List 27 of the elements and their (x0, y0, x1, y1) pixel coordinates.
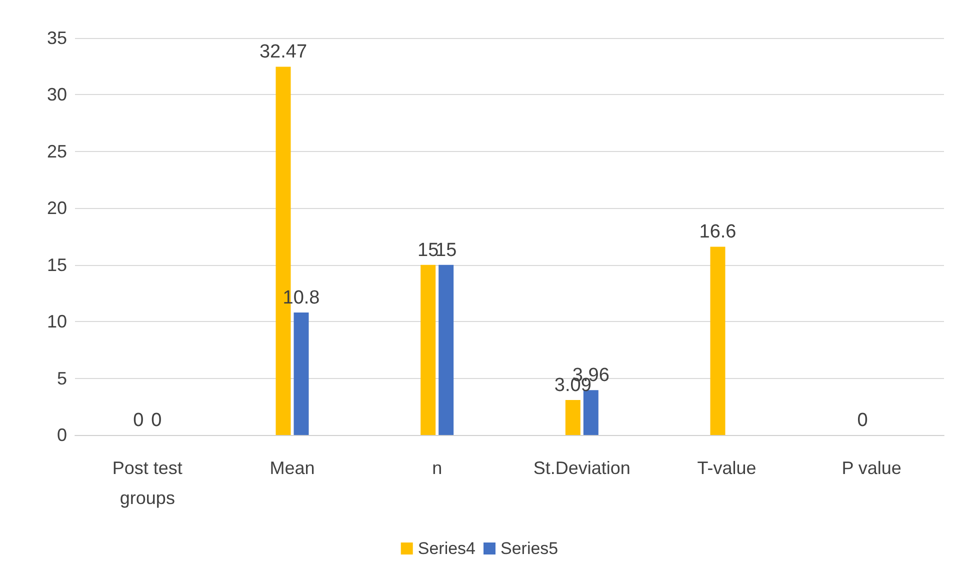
y-tick-label: 25 (46, 141, 67, 162)
data-label: 0 (857, 410, 868, 431)
bar (710, 246, 726, 435)
x-tick-label: Post test groups (112, 458, 182, 508)
y-tick-label: 30 (46, 84, 67, 105)
data-label: 32.47 (259, 42, 308, 63)
y-tick-label: 15 (46, 254, 67, 275)
y-tick-label: 5 (56, 368, 67, 388)
data-label: 0 (151, 410, 162, 431)
y-tick-label: 10 (46, 312, 67, 332)
x-tick-label: P value (842, 458, 902, 478)
x-tick-label: n (432, 458, 442, 478)
y-tick-label: 20 (46, 198, 67, 218)
data-label: 0 (133, 410, 144, 431)
bar (565, 400, 580, 435)
x-tick-label: Mean (270, 458, 315, 478)
bar (420, 264, 436, 435)
bar (294, 312, 309, 435)
y-tick-label: 35 (46, 28, 67, 48)
bar (438, 264, 454, 435)
x-tick-label: St.Deviation (533, 458, 630, 478)
y-tick-label: 0 (56, 425, 67, 445)
legend-label: Series5 (500, 539, 558, 558)
x-tick-label: T-value (697, 458, 756, 478)
data-label: 16.6 (699, 222, 736, 243)
bar (583, 390, 598, 435)
legend-label: Series4 (418, 539, 476, 558)
